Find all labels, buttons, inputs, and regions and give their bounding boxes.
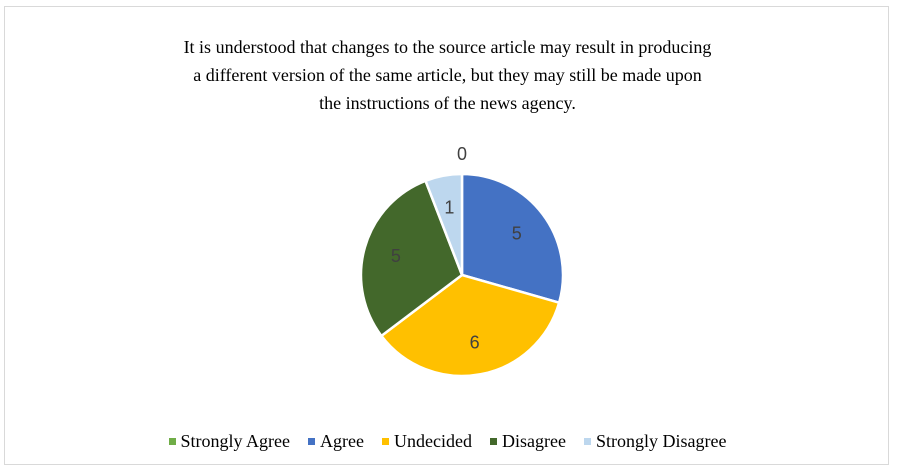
pie-slice-agree (460, 172, 565, 304)
legend-label-undecided: Undecided (394, 431, 472, 451)
pie-slice-strongly-disagree (424, 172, 464, 277)
chart-title: It is understood that changes to the sou… (183, 37, 712, 113)
legend-item-disagree: Disagree (490, 431, 566, 452)
legend-label-strongly-agree: Strongly Agree (180, 431, 291, 451)
legend-item-strongly-agree: Strongly Agree (168, 431, 291, 452)
legend-label-strongly-disagree: Strongly Disagree (595, 431, 727, 451)
pie-slice-disagree (359, 179, 464, 338)
legend-label-agree: Agree (320, 431, 365, 451)
data-label-undecided: 6 (470, 333, 480, 353)
data-label-agree: 5 (512, 224, 522, 244)
data-label-disagree: 5 (391, 246, 401, 266)
chart-legend: Strongly Agree Agree Undecided Disagree Stro… (5, 431, 890, 452)
legend-swatch-strongly-agree (168, 438, 176, 445)
legend-item-agree: Agree (308, 431, 364, 452)
legend-swatch-strongly-disagree (583, 438, 591, 445)
legend-label-disagree: Disagree (502, 431, 566, 451)
legend-item-strongly-disagree: Strongly Disagree (583, 431, 727, 452)
legend-swatch-agree (308, 438, 316, 445)
legend-item-undecided: Undecided (382, 431, 472, 452)
legend-swatch-disagree (490, 438, 497, 445)
chart-frame: It is understood that changes to the sou… (4, 6, 889, 465)
pie-slice-undecided (380, 273, 561, 378)
data-label-strongly-disagree: 1 (444, 198, 454, 218)
data-label-strongly-agree: 0 (457, 144, 467, 164)
legend-swatch-undecided (382, 438, 390, 445)
pie-chart: 0 5 6 5 1 (359, 144, 565, 378)
